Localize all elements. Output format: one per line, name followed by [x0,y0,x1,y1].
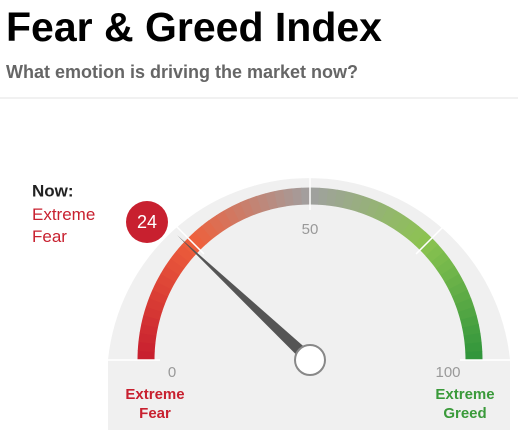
gauge-band [188,231,207,251]
value-bubble [126,201,168,243]
gauge-band [444,273,464,290]
gauge-band [455,298,475,313]
end-label: Extreme Fear [125,386,184,422]
gauge-band [457,306,477,321]
gauge-band [380,206,397,226]
gauge-band [248,195,263,215]
gauge-band [143,306,163,320]
gauge-band [326,188,338,207]
gauge-band [139,323,158,336]
gauge-band [358,195,373,215]
gauge-band [231,202,248,222]
now-label: Now: [32,181,74,200]
needle [177,235,315,365]
gauge-band [165,258,185,276]
gauge-band [401,220,419,240]
gauge-band [256,193,271,213]
gauge-band [239,198,255,218]
chart-subtitle: What emotion is driving the market now? [6,62,358,82]
gauge-divider [415,215,455,255]
gauge-band [452,289,472,305]
gauge-band [152,281,172,297]
gauge-band [394,215,412,235]
gauge-band [216,210,233,230]
gauge-band [318,187,329,206]
gauge-band [160,265,180,283]
gauge-band [170,251,190,269]
gauge-band [291,187,303,206]
gauge-band [145,297,165,312]
value-label: Extreme Fear [32,205,95,246]
chart-title: Fear & Greed Index [6,4,382,50]
gauge-band [448,281,468,298]
gauge-band [462,324,481,337]
tick-label: 100 [435,364,460,381]
gauge-band [156,273,176,290]
gauge-band [414,231,433,251]
needle-hub [294,344,326,376]
gauge-band [194,225,213,245]
gauge-band [460,315,479,329]
value-text: 24 [137,212,157,232]
gauge-band [201,220,219,240]
gauge-band [208,215,226,235]
gauge-band [274,189,287,208]
gauge-band [223,206,240,226]
gauge-band [365,198,381,219]
gauge-band [141,314,160,328]
tick-label: 0 [168,364,176,381]
gauge-band [373,202,389,222]
gauge-band [350,193,364,213]
gauge-band [283,188,295,207]
gauge-band [265,191,279,210]
gauge-band [463,333,482,345]
gauge-band [334,189,347,208]
tick-label: 50 [302,221,319,238]
gauge-band [435,258,455,276]
gauge-band [425,244,445,263]
end-label: Extreme Greed [435,386,494,422]
gauge-band [137,341,156,352]
gauge-divider [165,215,205,255]
gauge-band [138,332,157,344]
gauge-band [342,191,356,210]
gauge-band [430,251,450,269]
gauge-band [419,238,439,257]
gauge-band [464,341,483,353]
gauge-band [440,266,460,283]
gauge-band [148,289,169,305]
gauge-band [407,225,426,245]
gauge-band [387,210,405,230]
gauge-band [175,244,195,263]
